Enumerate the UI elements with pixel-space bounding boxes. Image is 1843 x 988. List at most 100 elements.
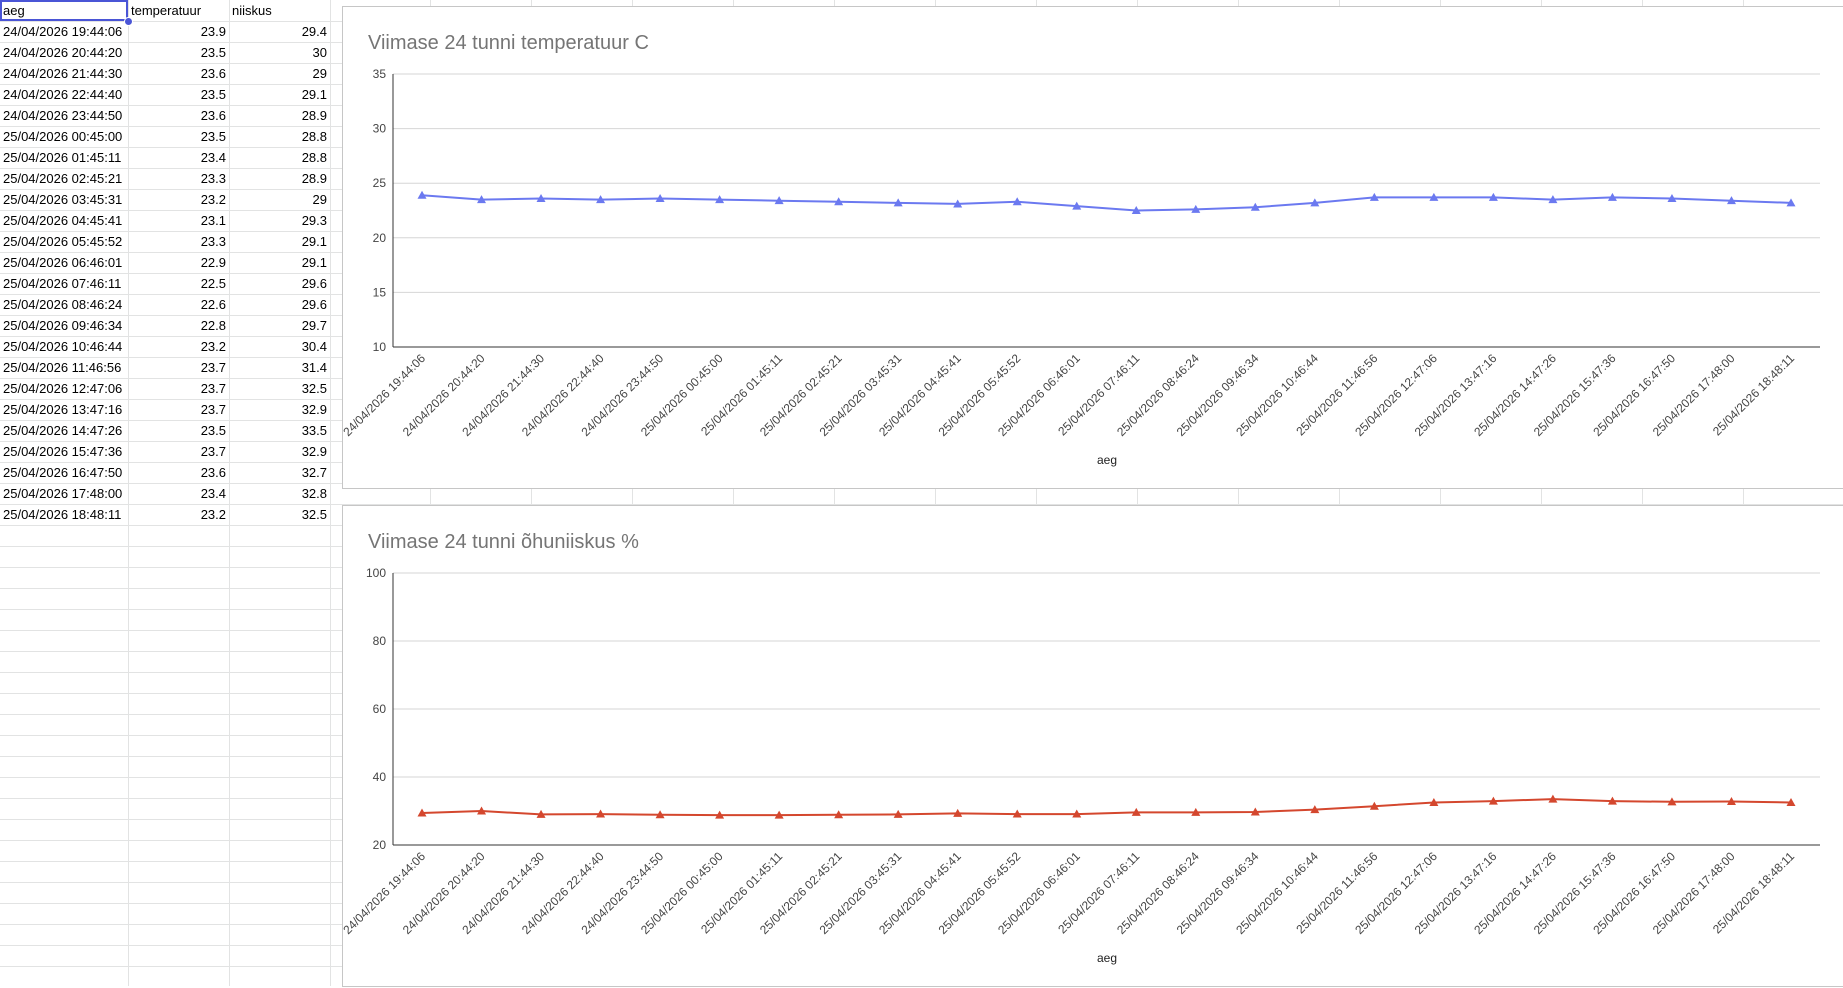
data-cell[interactable]: 29.1 [301,255,327,270]
data-cell[interactable]: 23.4 [200,150,226,165]
data-cell[interactable]: 25/04/2026 10:46:44 [3,339,123,354]
data-cell[interactable]: 22.8 [200,318,226,333]
data-cell[interactable]: 25/04/2026 13:47:16 [3,402,123,417]
data-cell[interactable]: 25/04/2026 02:45:21 [3,171,123,186]
data-point-marker[interactable] [596,809,606,818]
data-point-marker[interactable] [1667,797,1677,806]
data-cell[interactable]: 24/04/2026 22:44:40 [3,87,123,102]
data-cell[interactable]: 32.5 [301,507,327,522]
data-cell[interactable]: 29.1 [301,234,327,249]
data-cell[interactable]: 23.5 [200,423,226,438]
data-cell[interactable]: 29.6 [301,297,327,312]
data-cell[interactable]: 23.5 [200,129,226,144]
data-cell[interactable]: 24/04/2026 20:44:20 [3,45,123,60]
data-cell[interactable]: 23.6 [200,108,226,123]
data-point-marker[interactable] [477,806,487,815]
data-point-marker[interactable] [953,808,963,817]
data-point-marker[interactable] [834,810,844,819]
data-cell[interactable]: 25/04/2026 14:47:26 [3,423,123,438]
data-cell[interactable]: 25/04/2026 08:46:24 [3,297,123,312]
data-cell[interactable]: 23.3 [200,234,226,249]
data-cell[interactable]: 24/04/2026 23:44:50 [3,108,123,123]
data-point-marker[interactable] [893,809,903,818]
data-cell[interactable]: 28.9 [301,171,327,186]
data-cell[interactable]: 23.5 [200,45,226,60]
data-point-marker[interactable] [1726,196,1736,205]
data-point-marker[interactable] [536,809,546,818]
data-point-marker[interactable] [1131,206,1141,214]
header-cell[interactable]: aeg [3,3,25,18]
data-cell[interactable]: 30.4 [301,339,327,354]
data-cell[interactable]: 25/04/2026 01:45:11 [3,150,122,165]
data-point-marker[interactable] [1607,796,1617,805]
data-cell[interactable]: 30 [312,45,327,60]
data-cell[interactable]: 23.4 [200,486,226,501]
data-point-marker[interactable] [1072,201,1082,210]
data-cell[interactable]: 23.5 [200,87,226,102]
data-cell[interactable]: 32.5 [301,381,327,396]
data-cell[interactable]: 25/04/2026 09:46:34 [3,318,123,333]
data-point-marker[interactable] [715,195,725,204]
data-cell[interactable]: 29.1 [301,87,327,102]
data-cell[interactable]: 25/04/2026 03:45:31 [3,192,123,207]
data-cell[interactable]: 23.9 [200,24,226,39]
data-cell[interactable]: 24/04/2026 19:44:06 [3,24,123,39]
data-point-marker[interactable] [655,193,665,202]
data-cell[interactable]: 32.7 [301,465,327,480]
header-cell[interactable]: niiskus [232,3,272,18]
data-point-marker[interactable] [953,199,963,208]
data-point-marker[interactable] [417,190,427,199]
data-point-marker[interactable] [774,810,784,819]
header-cell[interactable]: temperatuur [131,3,202,18]
data-cell[interactable]: 29.7 [301,318,327,333]
data-point-marker[interactable] [715,810,725,819]
data-cell[interactable]: 31.4 [301,360,327,375]
data-cell[interactable]: 25/04/2026 07:46:11 [3,276,122,291]
data-cell[interactable]: 25/04/2026 04:45:41 [3,213,123,228]
data-cell[interactable]: 23.7 [200,444,226,459]
data-point-marker[interactable] [1369,192,1379,201]
data-cell[interactable]: 23.2 [200,192,226,207]
data-cell[interactable]: 29.3 [301,213,327,228]
data-cell[interactable]: 33.5 [301,423,327,438]
data-point-marker[interactable] [1786,798,1796,806]
data-point-marker[interactable] [1072,809,1082,818]
data-cell[interactable]: 23.1 [200,213,226,228]
fill-handle[interactable] [124,17,133,26]
temperature-chart[interactable]: Viimase 24 tunni temperatuur C 10 15 20 25 3… [342,6,1843,489]
data-cell[interactable]: 25/04/2026 11:46:56 [3,360,122,375]
data-point-marker[interactable] [1548,794,1558,803]
data-cell[interactable]: 28.9 [301,108,327,123]
data-point-marker[interactable] [1607,192,1617,201]
data-cell[interactable]: 23.2 [200,339,226,354]
data-cell[interactable]: 28.8 [301,129,327,144]
data-cell[interactable]: 25/04/2026 06:46:01 [3,255,123,270]
data-cell[interactable]: 23.7 [200,381,226,396]
data-cell[interactable]: 23.3 [200,171,226,186]
data-point-marker[interactable] [1786,198,1796,207]
data-cell[interactable]: 29.4 [301,24,327,39]
data-point-marker[interactable] [1369,801,1379,810]
data-point-marker[interactable] [1310,198,1320,207]
data-cell[interactable]: 23.6 [200,66,226,81]
data-cell[interactable]: 23.7 [200,360,226,375]
data-cell[interactable]: 22.9 [200,255,226,270]
data-point-marker[interactable] [774,196,784,205]
data-point-marker[interactable] [1310,805,1320,814]
data-point-marker[interactable] [1131,807,1141,816]
data-cell[interactable]: 32.8 [301,486,327,501]
data-point-marker[interactable] [1548,195,1558,204]
data-point-marker[interactable] [1250,807,1260,816]
data-cell[interactable]: 23.2 [200,507,226,522]
humidity-chart[interactable]: Viimase 24 tunni õhuniiskus % 20 40 60 80 10… [342,505,1843,987]
data-point-marker[interactable] [1250,202,1260,211]
data-cell[interactable]: 29.6 [301,276,327,291]
data-point-marker[interactable] [536,193,546,202]
data-cell[interactable]: 25/04/2026 18:48:11 [3,507,122,522]
data-cell[interactable]: 29 [312,66,327,81]
data-point-marker[interactable] [1488,796,1498,805]
data-cell[interactable]: 25/04/2026 16:47:50 [3,465,123,480]
data-cell[interactable]: 32.9 [301,444,327,459]
data-point-marker[interactable] [1012,197,1022,206]
data-point-marker[interactable] [417,808,427,817]
